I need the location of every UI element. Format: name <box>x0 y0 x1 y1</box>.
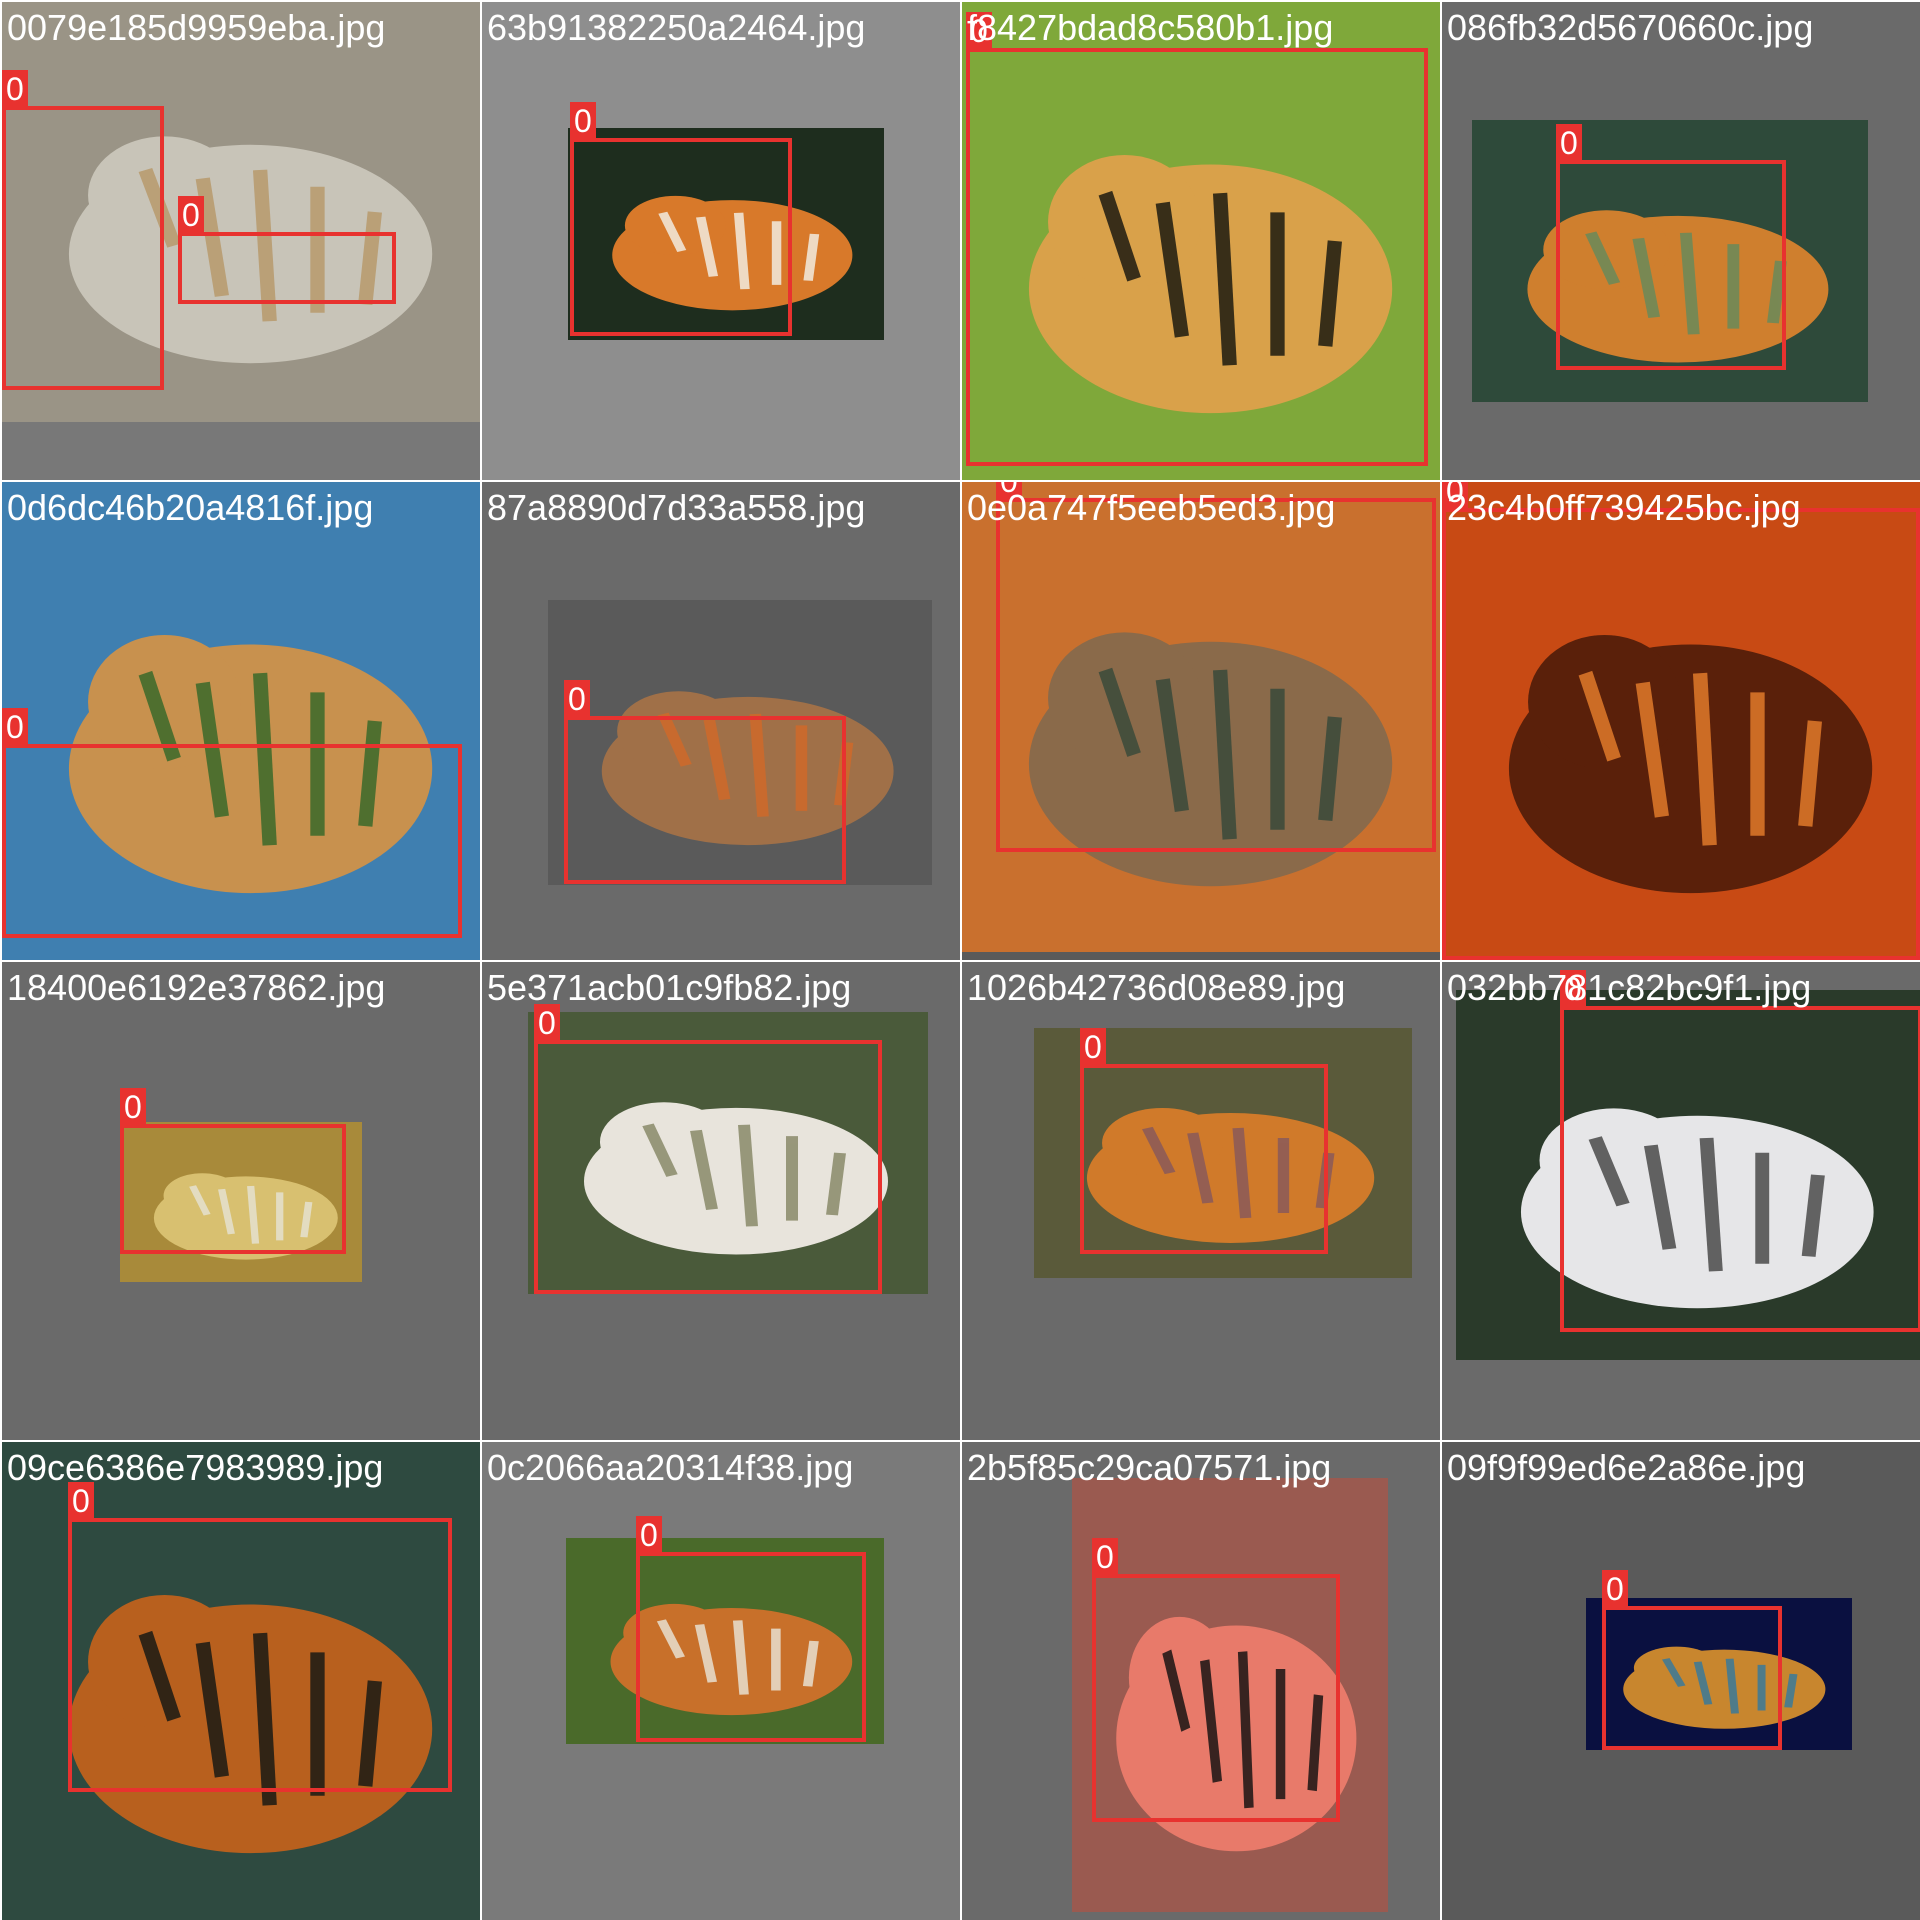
image-filename: 0079e185d9959eba.jpg <box>7 7 386 48</box>
image-filename: 5e371acb01c9fb82.jpg <box>487 967 852 1008</box>
class-label: 0 <box>1080 1028 1106 1066</box>
bounding-box: 0 <box>966 12 1428 466</box>
image-filename: 63b91382250a2464.jpg <box>487 7 866 48</box>
bounding-box: 0 <box>1560 970 1920 1332</box>
class-label: 0 <box>178 196 204 234</box>
image-filename: 0c2066aa20314f38.jpg <box>487 1447 854 1488</box>
grid-tile[interactable]: 0 086fb32d5670660c.jpg <box>1442 2 1920 480</box>
bounding-box: 0 <box>534 1004 882 1294</box>
class-label: 0 <box>1560 970 1586 1008</box>
class-label: 0 <box>570 102 596 140</box>
bounding-box: 0 <box>1080 1028 1328 1254</box>
image-filename: 032bb781c82bc9f1.jpg <box>1447 967 1812 1008</box>
grid-tile[interactable]: 0 0d6dc46b20a4816f.jpg <box>2 482 480 960</box>
image-filename: 086fb32d5670660c.jpg <box>1447 7 1814 48</box>
image-filename: 0d6dc46b20a4816f.jpg <box>7 487 374 528</box>
bounding-box: 0 <box>68 1482 452 1792</box>
tiger-photo <box>566 1538 884 1744</box>
tiger-photo <box>548 600 932 885</box>
tiger-photo <box>528 1012 928 1294</box>
grid-tile[interactable]: 0 2b5f85c29ca07571.jpg <box>962 1442 1440 1920</box>
tiger-photo <box>2 482 480 960</box>
tiger-photo <box>962 2 1440 480</box>
bounding-box: 0 <box>570 102 792 336</box>
class-label: 0 <box>564 680 590 718</box>
image-filename: 18400e6192e37862.jpg <box>7 967 386 1008</box>
grid-tile[interactable]: 0 032bb781c82bc9f1.jpg <box>1442 962 1920 1440</box>
grid-tile[interactable]: 00e0a747f5eeb5ed3.jpg <box>962 482 1440 960</box>
bounding-box: 0 <box>2 70 164 390</box>
class-label: 0 <box>1092 1538 1118 1576</box>
bounding-box: 0 <box>178 196 396 304</box>
class-label: 0 <box>534 1004 560 1042</box>
tiger-photo <box>568 128 884 340</box>
tiger-photo <box>120 1122 362 1282</box>
bounding-box: 0 <box>1556 124 1786 370</box>
grid-tile[interactable]: 0 87a8890d7d33a558.jpg <box>482 482 960 960</box>
image-filename: 23c4b0ff739425bc.jpg <box>1447 487 1801 528</box>
bounding-box: 0 <box>1092 1538 1340 1822</box>
bounding-box: 0 <box>1442 482 1920 960</box>
class-label: 0 <box>68 1482 94 1520</box>
class-label: 0 <box>1602 1570 1628 1608</box>
bounding-box: 0 <box>120 1088 346 1254</box>
class-label: 0 <box>636 1516 662 1554</box>
grid-tile[interactable]: 0 5e371acb01c9fb82.jpg <box>482 962 960 1440</box>
image-filename: 2b5f85c29ca07571.jpg <box>967 1447 1332 1488</box>
class-label: 0 <box>120 1088 146 1126</box>
tiger-photo <box>1586 1598 1852 1750</box>
image-filename: 09f9f99ed6e2a86e.jpg <box>1447 1447 1806 1488</box>
image-filename: 1026b42736d08e89.jpg <box>967 967 1346 1008</box>
grid-tile[interactable]: 0 0 0079e185d9959eba.jpg <box>2 2 480 480</box>
tiger-photo <box>962 482 1440 952</box>
image-filename: 87a8890d7d33a558.jpg <box>487 487 866 528</box>
class-label: 0 <box>1556 124 1582 162</box>
tiger-photo <box>1472 120 1868 402</box>
class-label: 0 <box>2 70 28 108</box>
bounding-box: 0 <box>1602 1570 1782 1750</box>
grid-tile[interactable]: 0 23c4b0ff739425bc.jpg <box>1442 482 1920 960</box>
grid-tile[interactable]: 0 1026b42736d08e89.jpg <box>962 962 1440 1440</box>
class-label: 0 <box>996 482 1022 500</box>
grid-tile[interactable]: 0 18400e6192e37862.jpg <box>2 962 480 1440</box>
tiger-photo <box>2 2 480 422</box>
tiger-photo <box>1442 482 1920 960</box>
bounding-box: 0 <box>2 708 462 938</box>
class-label: 0 <box>1442 482 1468 510</box>
grid-tile[interactable]: 0 63b91382250a2464.jpg <box>482 2 960 480</box>
image-filename: f8427bdad8c580b1.jpg <box>967 7 1334 48</box>
tiger-photo <box>1034 1028 1412 1278</box>
tiger-photo <box>1456 990 1920 1360</box>
class-label: 0 <box>966 12 992 50</box>
bounding-box: 0 <box>564 680 846 884</box>
grid-tile[interactable]: 0 09ce6386e7983989.jpg <box>2 1442 480 1920</box>
tiger-photo <box>1072 1478 1388 1912</box>
grid-tile[interactable]: 0 f8427bdad8c580b1.jpg <box>962 2 1440 480</box>
grid-tile[interactable]: 0 0c2066aa20314f38.jpg <box>482 1442 960 1920</box>
bounding-box: 0 <box>636 1516 866 1742</box>
image-filename: 09ce6386e7983989.jpg <box>7 1447 384 1488</box>
grid-tile[interactable]: 0 09f9f99ed6e2a86e.jpg <box>1442 1442 1920 1920</box>
image-filename: 0e0a747f5eeb5ed3.jpg <box>967 487 1336 528</box>
class-label: 0 <box>2 708 28 746</box>
bounding-box: 0 <box>996 482 1436 852</box>
